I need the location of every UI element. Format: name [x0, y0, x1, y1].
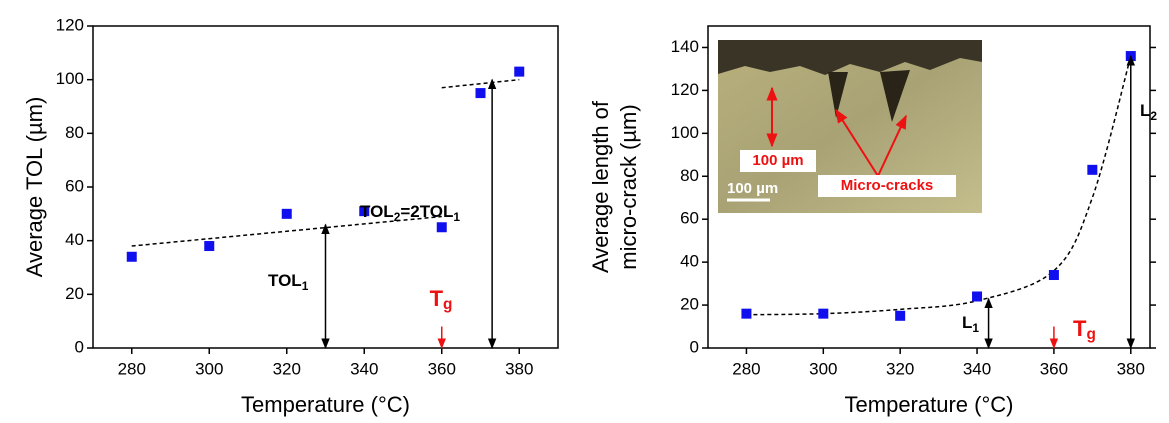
subscript: 1	[453, 210, 460, 224]
annotation-label: L1	[962, 313, 979, 335]
data-point	[436, 222, 447, 233]
x-tick-label: 340	[963, 359, 991, 378]
data-point	[126, 251, 137, 262]
y-tick-label: 40	[65, 230, 84, 249]
data-point	[741, 308, 752, 319]
x-tick-label: 340	[350, 359, 378, 378]
inset-label: 100 µm	[752, 152, 803, 169]
data-point	[204, 241, 215, 252]
data-point	[281, 208, 292, 219]
y-tick-label: 80	[680, 166, 699, 185]
x-tick-label: 280	[118, 359, 146, 378]
label-text: TOL	[268, 271, 302, 290]
annotation-label: Tg	[1073, 316, 1096, 343]
data-point	[1087, 164, 1098, 175]
subscript: g	[1086, 326, 1095, 343]
x-tick-label: 380	[505, 359, 533, 378]
data-point	[818, 308, 829, 319]
x-axis-title: Temperature (°C)	[241, 392, 410, 417]
annotation-label: TOL1	[268, 271, 309, 293]
y-tick-label: 80	[65, 123, 84, 142]
x-axis-title: Temperature (°C)	[845, 392, 1014, 417]
subscript: 1	[302, 279, 309, 293]
x-tick-label: 360	[1040, 359, 1068, 378]
label-text: TOL	[360, 202, 394, 221]
y-tick-label: 140	[671, 37, 699, 56]
trend-line	[441, 78, 520, 89]
data-point	[359, 206, 370, 217]
inset-label: 100 µm	[727, 180, 778, 197]
y-tick-label: 120	[56, 15, 84, 34]
x-tick-label: 360	[428, 359, 456, 378]
label-text: L	[962, 313, 972, 332]
subscript: 1	[972, 321, 979, 335]
data-point	[972, 291, 983, 302]
y-tick-label: 20	[65, 284, 84, 303]
y-tick-label: 40	[680, 252, 699, 271]
y-axis-title: micro-crack (µm)	[616, 104, 641, 269]
data-point	[1048, 270, 1059, 281]
annotation-label: L2	[1140, 101, 1157, 123]
label-text: T	[1073, 316, 1087, 341]
y-axis-title: Average length of	[588, 100, 613, 273]
plot-frame	[707, 25, 1151, 349]
label-text: =2TOL	[400, 202, 453, 221]
label-text: T	[430, 286, 444, 311]
inset-label: Micro-cracks	[841, 177, 934, 194]
x-tick-label: 300	[195, 359, 223, 378]
x-tick-label: 380	[1117, 359, 1145, 378]
annotation-label: TOL2=2TOL1	[360, 202, 460, 224]
y-tick-label: 100	[56, 69, 84, 88]
trend-line	[131, 215, 442, 247]
data-point	[895, 310, 906, 321]
subscript: g	[443, 296, 452, 313]
y-tick-label: 120	[671, 80, 699, 99]
y-tick-label: 100	[671, 123, 699, 142]
y-tick-label: 60	[680, 209, 699, 228]
data-point	[475, 88, 486, 99]
x-tick-label: 320	[273, 359, 301, 378]
x-tick-label: 320	[886, 359, 914, 378]
y-tick-label: 0	[75, 337, 84, 356]
x-tick-label: 300	[809, 359, 837, 378]
annotation-label: Tg	[430, 286, 453, 313]
label-text: L	[1140, 101, 1150, 120]
x-tick-label: 280	[732, 359, 760, 378]
trend-line	[746, 55, 1132, 316]
y-tick-label: 20	[680, 295, 699, 314]
subscript: 2	[1150, 109, 1157, 123]
y-tick-label: 0	[690, 337, 699, 356]
data-point	[514, 66, 525, 77]
subscript: 2	[394, 210, 401, 224]
inset-photo	[718, 40, 982, 213]
y-tick-label: 60	[65, 176, 84, 195]
y-axis-title: Average TOL (µm)	[22, 97, 47, 278]
